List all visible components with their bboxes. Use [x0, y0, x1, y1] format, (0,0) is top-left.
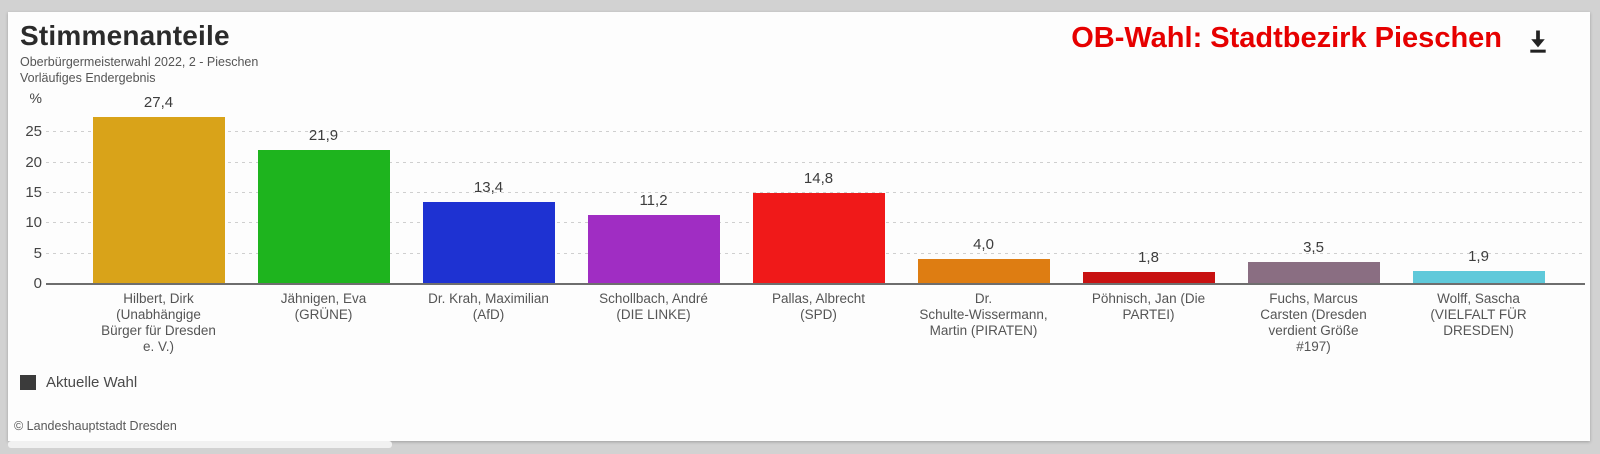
y-tick-label-0: 0: [33, 275, 42, 292]
x-axis-label-0: Hilbert, Dirk (Unabhängige Bürger für Dr…: [101, 291, 216, 354]
legend-swatch: [20, 375, 36, 390]
scrollbar-thumb[interactable]: [8, 441, 392, 448]
bar-7[interactable]: [1247, 262, 1380, 283]
bar-value-7: 3,5: [1303, 239, 1324, 256]
bar-5[interactable]: [917, 259, 1050, 283]
y-axis-unit-label: %: [29, 90, 42, 106]
x-axis-label-1: Jähnigen, Eva (GRÜNE): [280, 291, 367, 322]
bar-2[interactable]: [422, 202, 555, 283]
x-axis-label-5: Dr. Schulte-Wissermann, Martin (PIRATEN): [919, 291, 1048, 338]
bar-3[interactable]: [587, 215, 720, 283]
chart-header: Stimmenanteile Oberbürgermeisterwahl 202…: [20, 20, 258, 86]
legend-label: Aktuelle Wahl: [46, 374, 138, 391]
bar-0[interactable]: [92, 117, 225, 283]
legend-item-aktuelle-wahl[interactable]: Aktuelle Wahl: [20, 374, 137, 391]
x-axis-label-3: Schollbach, André (DIE LINKE): [599, 291, 708, 322]
bar-value-4: 14,8: [803, 170, 834, 187]
y-tick-label-10: 10: [25, 214, 42, 232]
y-tick-label-25: 25: [25, 123, 42, 141]
bar-6[interactable]: [1082, 272, 1215, 283]
chart-subtitle-election: Oberbürgermeisterwahl 2022, 2 - Pieschen: [20, 55, 259, 69]
y-gridline-15: [46, 192, 1585, 193]
bar-value-2: 13,4: [473, 179, 504, 196]
bar-value-0: 27,4: [143, 94, 174, 111]
download-button[interactable]: [1522, 26, 1554, 58]
bar-4[interactable]: [752, 193, 885, 283]
bar-value-8: 1,9: [1468, 248, 1489, 265]
y-tick-label-20: 20: [25, 153, 42, 171]
y-gridline-25: [46, 131, 1585, 133]
bar-1[interactable]: [257, 150, 390, 283]
chart-subtitle-status: Vorläufiges Endergebnis: [20, 71, 156, 85]
y-gridline-20: [46, 161, 1585, 163]
page-title: OB-Wahl: Stadtbezirk Pieschen: [1071, 22, 1502, 54]
bar-value-5: 4,0: [973, 236, 994, 253]
chart-panel: Stimmenanteile Oberbürgermeisterwahl 202…: [8, 12, 1590, 441]
bar-8[interactable]: [1412, 271, 1545, 283]
x-axis-line: [46, 283, 1585, 285]
x-axis-label-6: Pöhnisch, Jan (Die PARTEI): [1091, 291, 1206, 322]
download-icon: [1530, 30, 1546, 53]
chart-title: Stimmenanteile: [20, 20, 230, 51]
x-axis-label-4: Pallas, Albrecht (SPD): [771, 291, 866, 322]
bar-value-6: 1,8: [1138, 249, 1159, 266]
x-axis-label-2: Dr. Krah, Maximilian (AfD): [428, 291, 549, 322]
x-axis-label-8: Wolff, Sascha (VIELFALT FÜR DRESDEN): [1430, 291, 1527, 338]
bar-value-1: 21,9: [308, 127, 339, 144]
credits-text: © Landeshauptstadt Dresden: [14, 419, 177, 433]
y-tick-label-15: 15: [25, 184, 42, 201]
x-axis-label-7: Fuchs, Marcus Carsten (Dresden verdient …: [1260, 291, 1367, 354]
bar-value-3: 11,2: [639, 192, 668, 209]
y-tick-label-5: 5: [33, 244, 42, 262]
